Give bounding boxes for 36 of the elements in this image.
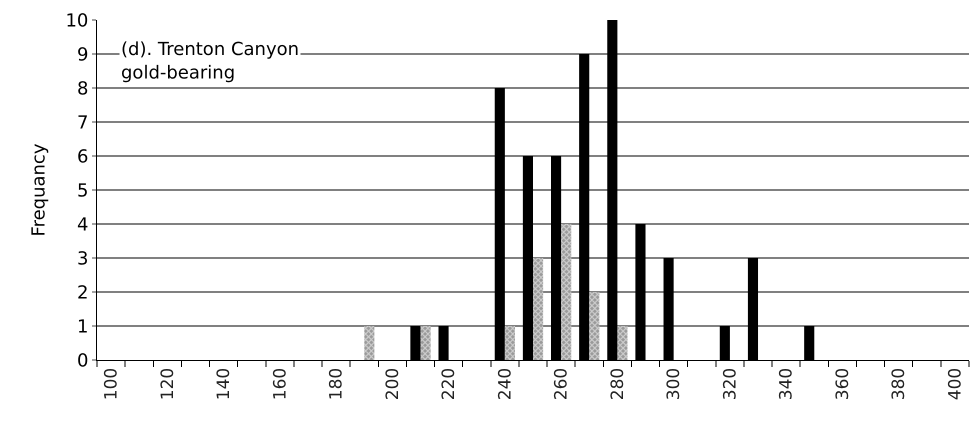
bar [504,326,515,360]
x-tick-label: 240 [495,368,516,400]
x-tick-label: 320 [720,368,740,400]
x-tick-label: 360 [832,368,853,400]
y-tick-label: 5 [76,180,88,202]
y-tick-label: 1 [76,316,88,338]
bar [533,258,544,360]
bar [364,326,374,360]
y-tick-label: 10 [65,10,88,32]
x-tick-label: 180 [326,368,347,400]
y-tick-label: 4 [76,214,88,236]
x-tick-label: 400 [945,368,966,400]
y-tick-label: 2 [76,282,88,304]
x-tick-label: 200 [382,368,403,400]
x-tick-label: 260 [552,368,572,400]
y-tick-label: 0 [76,350,88,372]
x-tick-label: 100 [102,368,122,400]
x-tick-label: 280 [608,368,628,400]
x-tick-label: 140 [214,368,234,400]
bar [617,326,628,360]
y-tick-label: 8 [76,78,88,100]
y-axis-title: Frequancy [28,143,50,236]
y-tick-label: 7 [76,112,88,134]
x-tick-label: 340 [776,368,797,400]
bar [561,224,572,360]
x-tick-label: 220 [439,368,460,400]
annotation: (d). Trenton Canyon gold-bearing [121,39,300,84]
x-tick-label: 120 [158,368,178,400]
bar [589,292,600,360]
y-tick-label: 6 [76,146,88,168]
y-tick-label: 9 [76,44,88,66]
y-tick-label: 3 [76,248,88,270]
x-tick-label: 300 [664,368,684,400]
x-tick-label: 380 [889,368,910,400]
x-tick-label: 160 [270,368,290,400]
bar [420,326,431,360]
